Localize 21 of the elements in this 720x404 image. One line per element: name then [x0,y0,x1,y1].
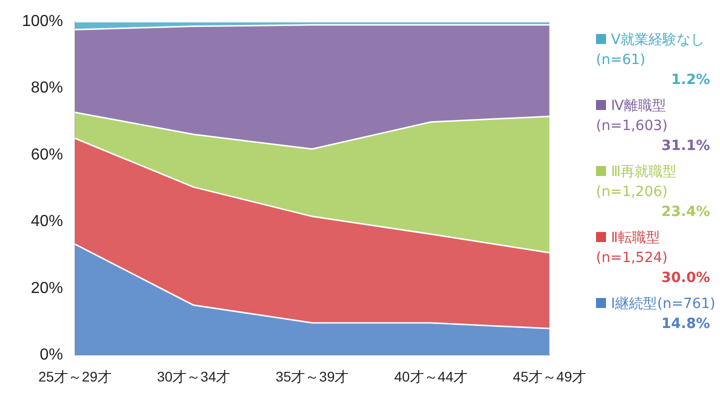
y-tick-label: 40% [30,213,63,230]
y-tick-label: 60% [30,146,63,164]
x-tick-label: 35才～39才 [276,368,349,384]
legend-label: Ⅰ継続型(n=761) [611,296,716,312]
y-tick-label: 0% [40,346,63,364]
text: 14.8% [660,315,711,334]
y-tick-label: 20% [30,280,63,297]
text: 23.4% [660,203,711,222]
y-tick-label: 80% [30,80,63,97]
x-tick-label: 25才～29才 [38,368,112,384]
x-tick-label: 45才～49才 [512,368,586,384]
text: 31.1% [660,137,711,156]
y-tick-label: 100% [22,13,63,30]
legend-label: Ⅲ再就職型(n=1,206) [596,164,677,200]
legend-label: Ⅱ転職型(n=1,524) [596,230,668,266]
legend-label: Ⅴ就業経験なし(n=61) [596,32,705,68]
text: 1.2% [670,71,711,90]
x-tick-label: 40才～44才 [394,368,468,384]
text: 30.0% [660,269,711,288]
x-tick-label: 30才～34才 [156,368,230,384]
legend-label: Ⅳ離職型(n=1,603) [596,98,668,134]
